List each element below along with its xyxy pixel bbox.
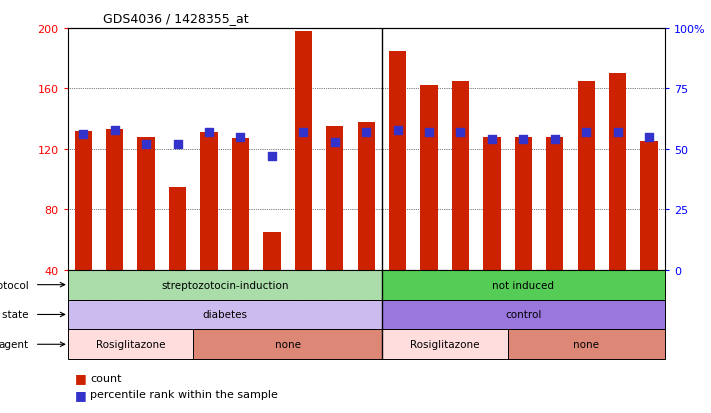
Point [172,141,183,148]
Bar [577,82,595,270]
Text: none: none [573,339,599,349]
Text: GDS4036 / 1428355_at: GDS4036 / 1428355_at [103,12,249,25]
Text: count: count [90,373,122,383]
Point [329,139,341,145]
Bar [382,300,665,330]
Point [109,127,120,133]
Text: streptozotocin-induction: streptozotocin-induction [161,280,289,290]
Bar [326,127,343,270]
Bar [389,52,406,270]
Bar [68,330,193,359]
Point [549,137,560,143]
Bar [106,130,123,270]
Point [612,129,624,136]
Point [580,129,592,136]
Bar [169,187,186,270]
Bar [420,86,438,270]
Point [360,129,372,136]
Point [518,137,529,143]
Bar [193,330,382,359]
Bar [609,74,626,270]
Text: ■: ■ [75,371,87,385]
Point [77,132,89,138]
Text: not induced: not induced [492,280,555,290]
Text: none: none [274,339,301,349]
Bar [546,138,563,270]
Bar [263,233,281,270]
Text: Rosiglitazone: Rosiglitazone [410,339,479,349]
Bar [515,138,532,270]
Bar [232,139,249,270]
Bar [382,270,665,300]
Text: control: control [505,310,542,320]
Bar [68,300,382,330]
Bar [294,32,312,270]
Point [266,154,277,160]
Bar [75,131,92,270]
Text: agent: agent [0,339,28,349]
Point [423,129,434,136]
Text: disease state: disease state [0,310,28,320]
Bar [508,330,665,359]
Point [235,134,246,141]
Text: protocol: protocol [0,280,28,290]
Point [392,127,403,133]
Text: diabetes: diabetes [202,310,247,320]
Bar [68,270,382,300]
Bar [382,330,508,359]
Point [298,129,309,136]
Point [643,134,655,141]
Text: ■: ■ [75,388,87,401]
Text: Rosiglitazone: Rosiglitazone [96,339,165,349]
Bar [201,133,218,270]
Point [486,137,498,143]
Bar [358,122,375,270]
Bar [641,142,658,270]
Bar [137,138,155,270]
Point [141,141,152,148]
Bar [451,82,469,270]
Text: percentile rank within the sample: percentile rank within the sample [90,389,278,399]
Bar [483,138,501,270]
Point [455,129,466,136]
Point [203,129,215,136]
